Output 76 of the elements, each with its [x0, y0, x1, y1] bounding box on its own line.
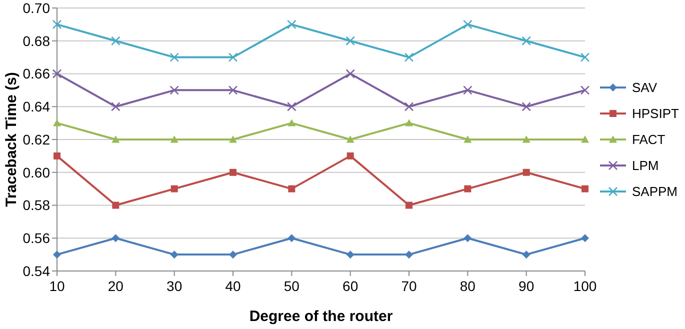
point	[580, 52, 590, 62]
y-tick-label: 0.68	[22, 32, 50, 49]
point	[581, 136, 589, 143]
point	[404, 52, 414, 62]
point	[53, 250, 61, 259]
point	[404, 102, 414, 112]
point	[464, 185, 472, 192]
point	[405, 250, 413, 259]
point	[522, 250, 530, 259]
point	[112, 234, 120, 242]
legend-label: SAPPM	[632, 184, 678, 200]
x-tick-label: 90	[518, 278, 534, 294]
point	[170, 250, 178, 259]
point	[170, 136, 178, 143]
point	[229, 250, 237, 259]
y-tick-label: 0.62	[22, 131, 50, 148]
point	[52, 69, 62, 78]
point	[522, 102, 531, 112]
point	[228, 52, 238, 62]
y-tick-label: 0.64	[22, 98, 50, 115]
point	[52, 20, 62, 30]
y-tick-label: 0.60	[22, 164, 50, 180]
y-axis-title: Traceback Time (s)	[3, 72, 20, 207]
point	[170, 86, 179, 95]
y-tick-label: 0.70	[22, 0, 50, 16]
point	[406, 202, 412, 209]
x-tick-label: 60	[342, 278, 358, 294]
y-tick-label: 0.54	[22, 262, 50, 279]
y-tick-label: 0.58	[22, 197, 50, 214]
point	[170, 185, 178, 192]
point	[346, 136, 354, 143]
point	[112, 136, 120, 143]
point	[230, 168, 236, 176]
legend-label: HPSIPT	[632, 106, 680, 122]
point	[346, 250, 354, 259]
point	[53, 119, 61, 126]
point	[346, 69, 355, 78]
legend-label: LPM	[632, 158, 659, 174]
point	[111, 102, 120, 112]
point	[464, 136, 472, 143]
point	[287, 102, 296, 112]
x-tick-label: 40	[225, 278, 241, 294]
point	[54, 152, 60, 160]
point	[405, 119, 413, 126]
point	[288, 119, 296, 126]
point	[522, 36, 531, 46]
x-tick-label: 10	[49, 278, 65, 294]
x-tick-label: 50	[284, 278, 300, 294]
point	[287, 20, 296, 30]
point	[463, 86, 472, 95]
x-tick-label: 100	[573, 278, 597, 294]
legend-label: SAV	[632, 80, 658, 96]
legend-label: FACT	[632, 132, 666, 148]
point	[522, 136, 530, 143]
point	[170, 52, 179, 62]
point	[288, 234, 296, 242]
y-tick-label: 0.56	[22, 230, 50, 246]
point	[346, 152, 354, 160]
x-tick-label: 20	[108, 278, 124, 294]
point	[464, 234, 472, 242]
point	[228, 86, 238, 95]
x-tick-label: 80	[460, 278, 476, 294]
point	[229, 136, 237, 143]
point	[580, 86, 590, 95]
point	[582, 185, 588, 192]
point	[522, 168, 530, 176]
x-tick-label: 30	[166, 278, 182, 294]
x-tick-label: 70	[401, 278, 417, 294]
point	[112, 202, 120, 209]
point	[288, 185, 296, 192]
point	[581, 234, 589, 242]
x-axis-title: Degree of the router	[249, 308, 393, 325]
y-tick-label: 0.66	[22, 66, 50, 82]
point	[346, 36, 355, 46]
point	[463, 20, 472, 30]
point	[111, 36, 120, 46]
